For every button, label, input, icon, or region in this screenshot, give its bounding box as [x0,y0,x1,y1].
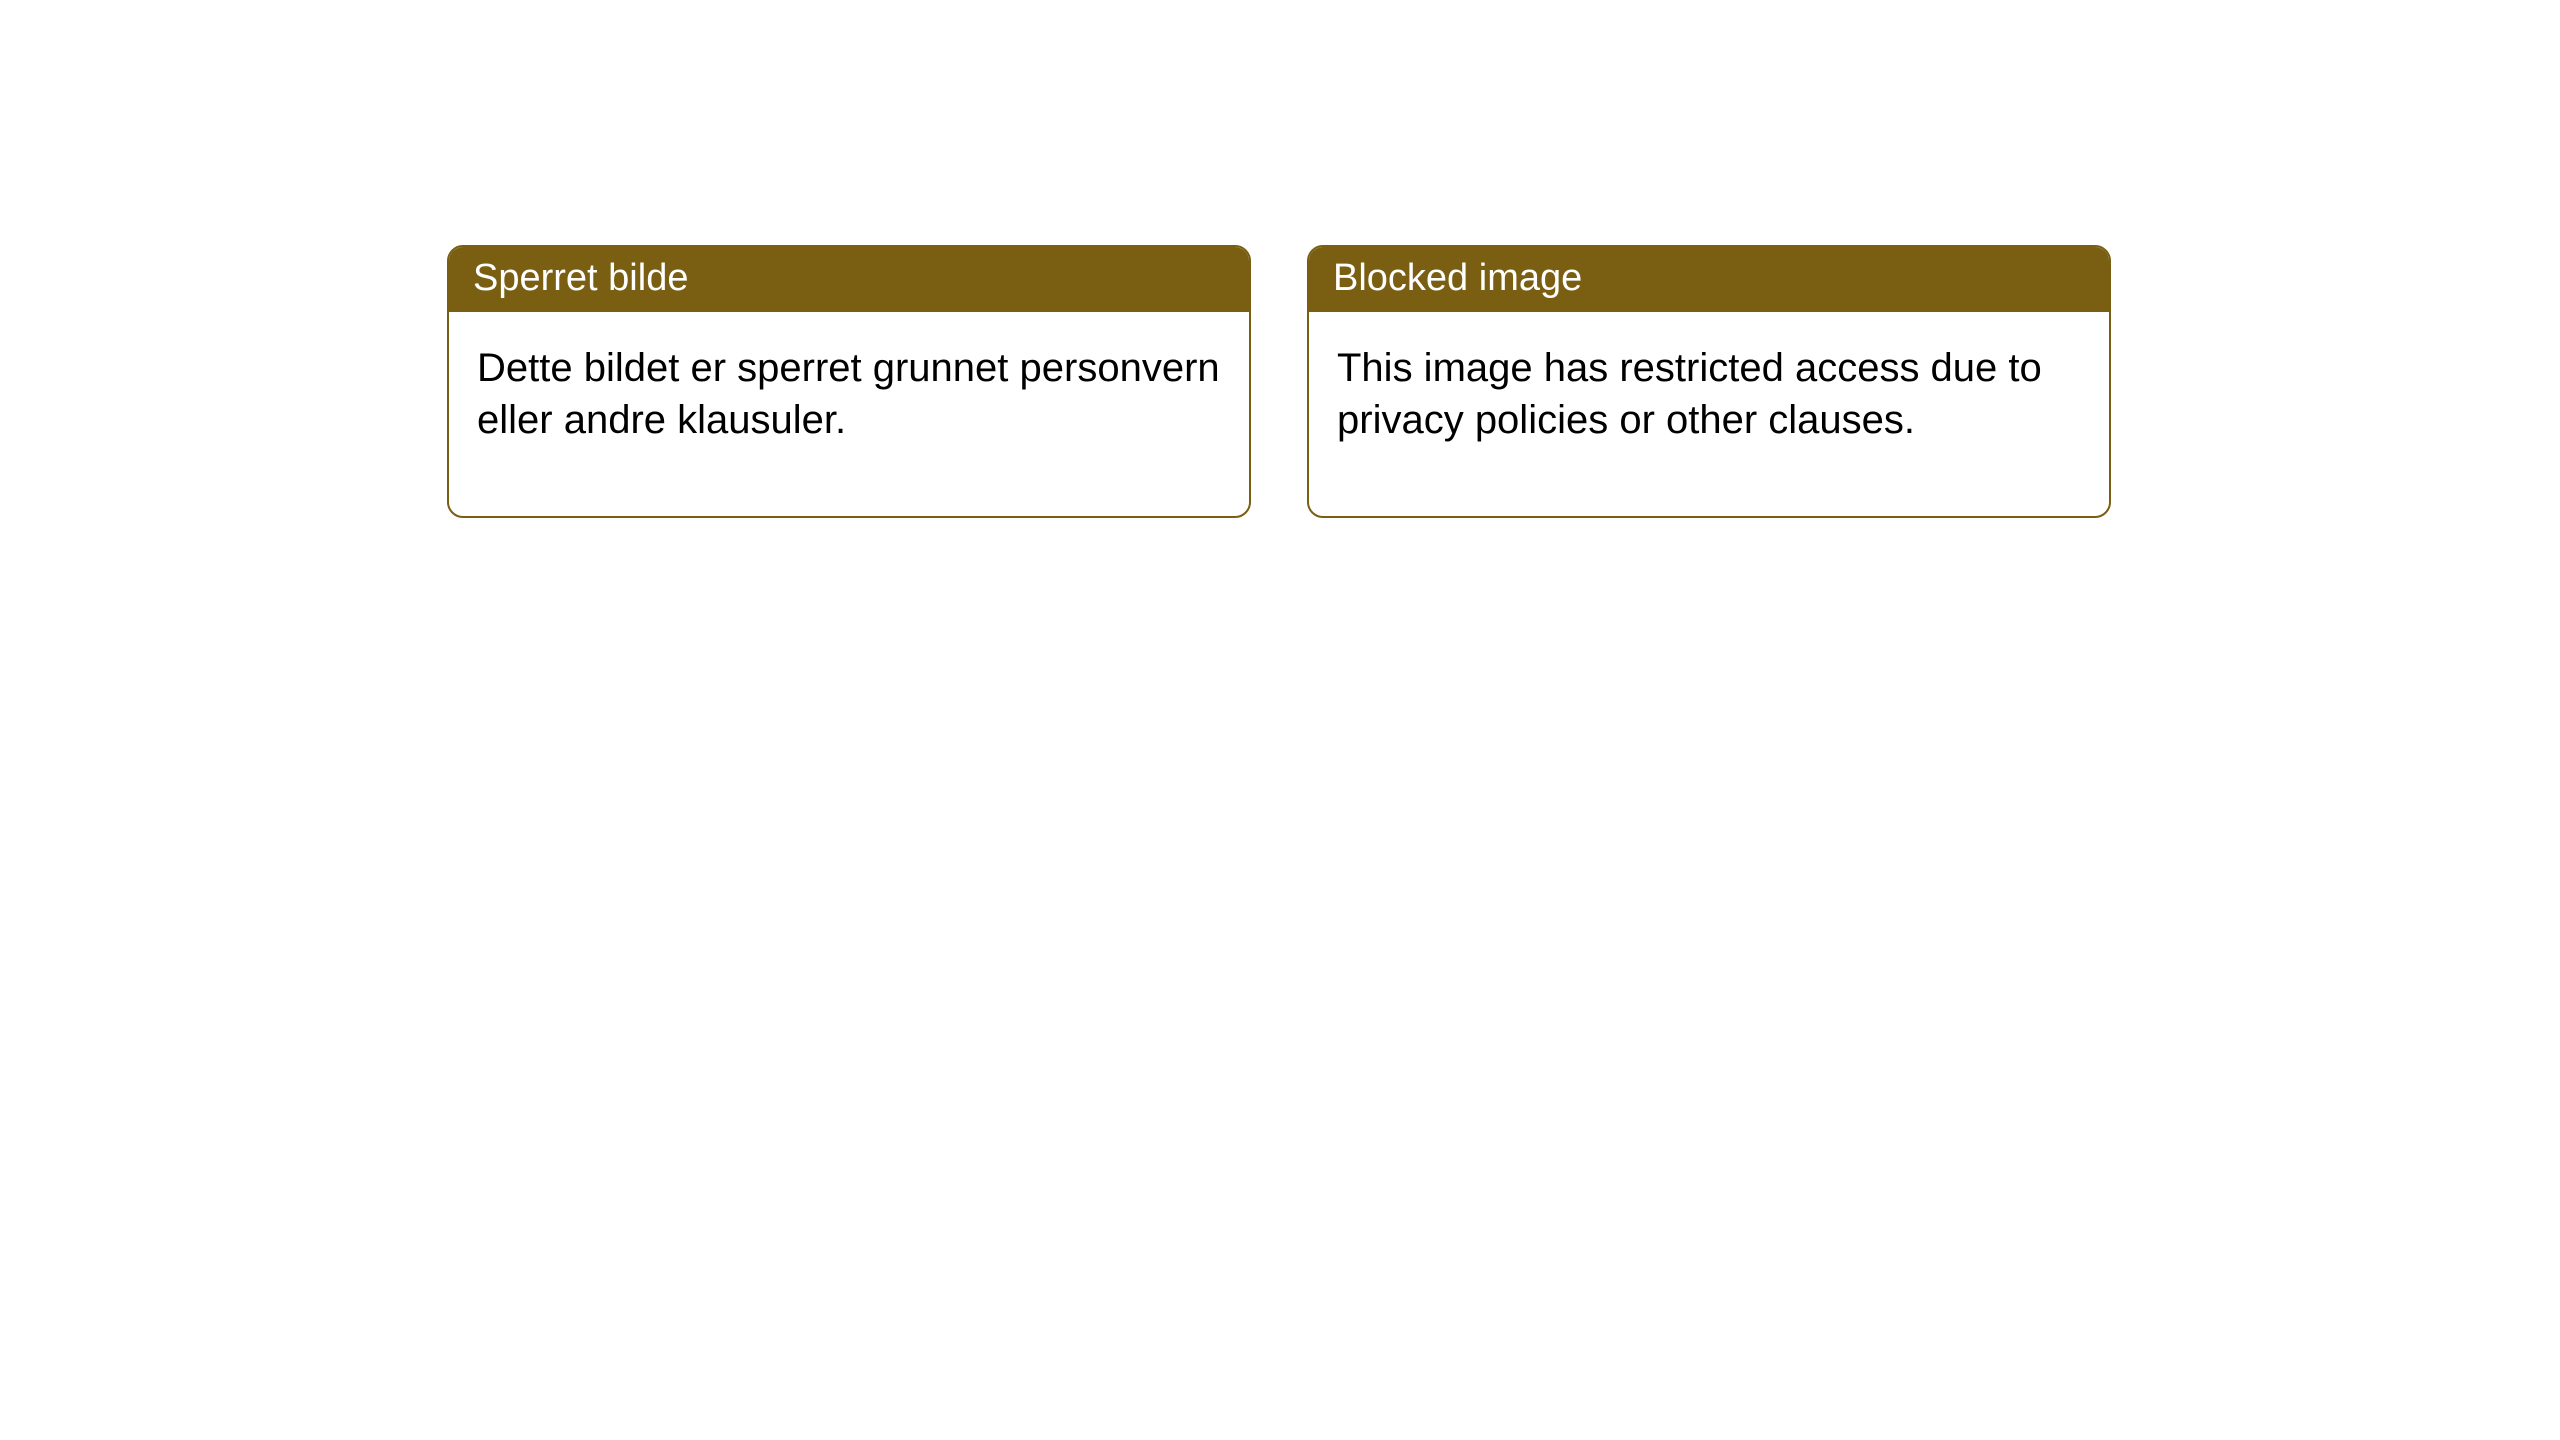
notice-card-no: Sperret bilde Dette bildet er sperret gr… [447,245,1251,518]
notice-card-en: Blocked image This image has restricted … [1307,245,2111,518]
notice-body-no: Dette bildet er sperret grunnet personve… [449,312,1249,516]
notice-title-no: Sperret bilde [449,247,1249,312]
notice-container: Sperret bilde Dette bildet er sperret gr… [447,245,2111,518]
notice-body-en: This image has restricted access due to … [1309,312,2109,516]
notice-title-en: Blocked image [1309,247,2109,312]
